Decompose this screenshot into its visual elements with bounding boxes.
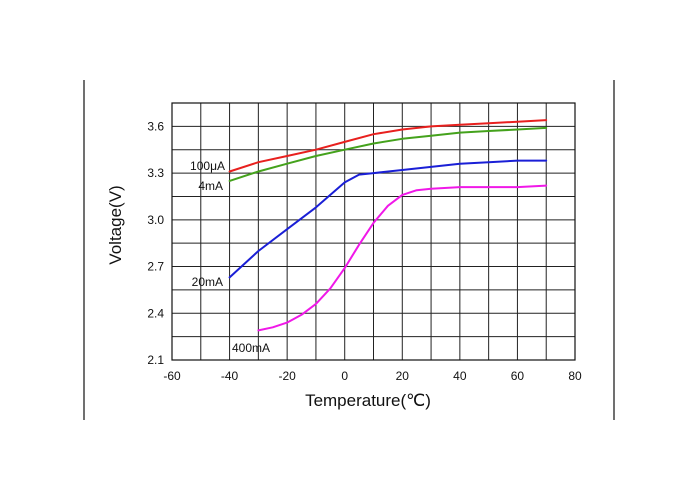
x-tick-label: 60 (511, 369, 525, 383)
series-lines (228, 119, 548, 332)
y-tick-label: 2.7 (147, 260, 164, 274)
series-label: 4mA (198, 179, 223, 193)
y-tick-labels: 2.1 2.4 2.7 3.0 3.3 3.6 (147, 119, 164, 367)
x-tick-label: 0 (341, 369, 348, 383)
y-axis-title: Voltage(V) (106, 185, 125, 264)
y-tick-label: 3.3 (147, 166, 164, 180)
x-tick-label: 80 (568, 369, 582, 383)
y-tick-label: 3.0 (147, 213, 164, 227)
x-axis-title: Temperature(℃) (305, 391, 431, 410)
x-tick-label: 20 (396, 369, 410, 383)
series-line-400mA (257, 184, 548, 332)
x-tick-label: -40 (221, 369, 239, 383)
grid (172, 103, 575, 360)
x-tick-label: -20 (278, 369, 296, 383)
y-tick-label: 2.4 (147, 306, 164, 320)
x-tick-label: -60 (163, 369, 181, 383)
series-label: 20mA (192, 275, 223, 289)
plot-border (171, 102, 576, 361)
x-tick-labels: -60 -40 -20 0 20 40 60 80 (163, 369, 582, 383)
y-tick-label: 2.1 (147, 353, 164, 367)
series-line-4mA (228, 126, 548, 182)
series-line-100μA (228, 119, 548, 173)
series-label: 400mA (232, 341, 270, 355)
x-tick-label: 40 (453, 369, 467, 383)
series-labels: 100μA 4mA 20mA 400mA (190, 159, 270, 355)
series-label: 100μA (190, 159, 225, 173)
series-line-20mA (228, 159, 548, 279)
y-tick-label: 3.6 (147, 119, 164, 133)
